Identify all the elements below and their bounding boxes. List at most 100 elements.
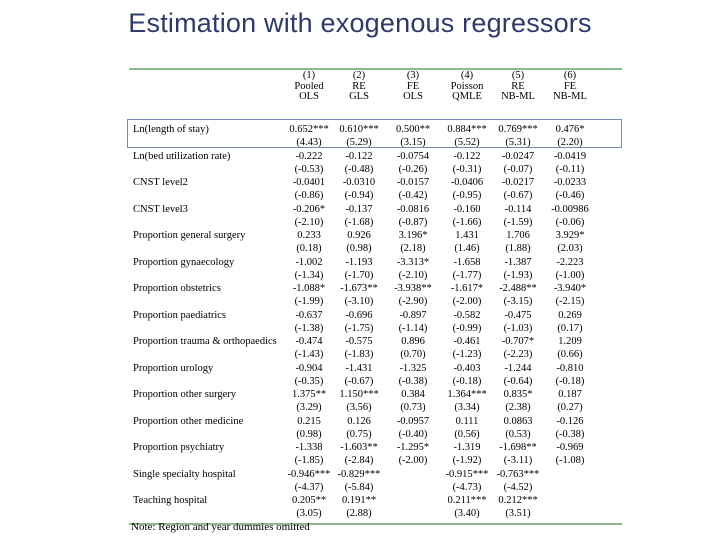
table-row: Proportion other surgery 1.375** 1.150*** 0… <box>129 388 622 401</box>
coefficient-cell: -0.904 <box>295 362 323 374</box>
column-header-num: (1) <box>302 70 316 81</box>
t-statistic-cell: (-1.14) <box>398 322 428 334</box>
table-row: Proportion general surgery 0.233 0.926 3.19… <box>129 229 622 242</box>
row-label: CNST level2 <box>133 177 188 188</box>
table-row-tstat: (-0.53) (-0.48) (-0.26) (-0.31) (-0.07) (-0.1… <box>129 163 622 176</box>
coefficient-cell: -1.431 <box>345 362 373 374</box>
t-statistic-cell: (-0.48) <box>344 163 374 175</box>
coefficient-cell: -0.160 <box>453 203 481 215</box>
t-statistic-cell: (3.51) <box>505 508 531 520</box>
coefficient-cell: 0.610*** <box>339 124 379 135</box>
coefficient-cell: 3.196* <box>398 230 428 241</box>
coefficient-cell: -0.00986 <box>551 203 589 215</box>
table-row: Proportion psychiatry -1.338 -1.603** -1.29… <box>129 441 622 454</box>
column-header-l1: FE <box>563 80 577 92</box>
t-statistic-cell: (-0.07) <box>503 163 533 175</box>
coefficient-cell: -0.946*** <box>287 468 331 480</box>
coefficient-cell: 0.233 <box>297 230 321 241</box>
t-statistic-cell: (-0.46) <box>555 190 585 202</box>
coefficient-cell: -0.575 <box>345 336 373 347</box>
table-row-tstat: (3.29) (3.56) (0.73) (3.34) (2.38) (0.27) <box>129 401 622 414</box>
column-header-l1: RE <box>511 80 525 92</box>
coefficient-cell: -1.603** <box>340 442 378 453</box>
row-label: Proportion paediatrics <box>133 309 227 321</box>
table-row-tstat: (-2.10) (-1.68) (-0.87) (-1.66) (-1.59) (-0.0… <box>129 216 622 229</box>
coefficient-cell: -3.938** <box>394 283 432 294</box>
t-statistic-cell: (-0.86) <box>294 190 324 202</box>
coefficient-cell: 0.896 <box>401 336 425 347</box>
coefficient-cell: -2.223 <box>556 256 584 268</box>
coefficient-cell: -0.897 <box>399 309 427 321</box>
coefficient-cell: -0.122 <box>453 150 481 162</box>
t-statistic-cell: (-1.68) <box>344 216 374 228</box>
coefficient-cell: -0.0419 <box>553 150 587 162</box>
table-row-tstat: (-0.35) (-0.67) (-0.38) (-0.18) (-0.64) (-0.1… <box>129 375 622 388</box>
t-statistic-cell: (0.56) <box>454 428 480 440</box>
table-row: CNST level2 -0.0401 -0.0310 -0.0157 -0.0406 -… <box>129 176 622 189</box>
t-statistic-cell: (-0.53) <box>294 163 324 175</box>
t-statistic-cell: (-0.64) <box>503 375 533 387</box>
coefficient-cell: 1.364*** <box>447 389 487 400</box>
t-statistic-cell: (-2.23) <box>503 349 533 361</box>
coefficient-cell: -1.673** <box>340 283 378 294</box>
coefficient-cell: -0.0754 <box>396 150 430 162</box>
t-statistic-cell: (-0.06) <box>555 216 585 228</box>
column-header-l2: QMLE <box>452 91 482 102</box>
column-header-l2: NB-ML <box>553 91 587 102</box>
t-statistic-cell: (-4.73) <box>452 481 482 493</box>
coefficient-cell: -0.582 <box>453 309 481 321</box>
t-statistic-cell: (-5.84) <box>344 481 374 493</box>
t-statistic-cell: (-1.23) <box>452 349 482 361</box>
coefficient-cell: -0.763*** <box>496 468 540 480</box>
coefficient-cell: -0.0310 <box>342 177 376 188</box>
t-statistic-cell: (1.88) <box>505 243 531 255</box>
row-label: Proportion obstetrics <box>133 283 221 294</box>
table-row: Proportion paediatrics -0.637 -0.696 -0.897… <box>129 309 622 322</box>
t-statistic-cell: (-1.92) <box>452 455 482 467</box>
t-statistic-cell: (2.20) <box>557 137 583 149</box>
t-statistic-cell: (-1.08) <box>555 455 585 467</box>
coefficient-cell: -0.0157 <box>396 177 430 188</box>
t-statistic-cell: (-1.93) <box>503 269 533 281</box>
t-statistic-cell: (0.27) <box>557 402 583 414</box>
t-statistic-cell: (-3.11) <box>503 455 533 467</box>
t-statistic-cell: (-1.66) <box>452 216 482 228</box>
table-row: CNST level3 -0.206* -0.137 -0.0816 -0.160 -0.… <box>129 203 622 216</box>
t-statistic-cell: (0.98) <box>296 428 322 440</box>
table-row-tstat: (-1.99) (-3.10) (-2.90) (-2.00) (-3.15) (-2.1… <box>129 295 622 308</box>
t-statistic-cell: (-2.00) <box>452 296 482 308</box>
t-statistic-cell: (1.46) <box>454 243 480 255</box>
t-statistic-cell: (0.75) <box>346 428 372 440</box>
t-statistic-cell: (-0.38) <box>555 428 585 440</box>
table-row: Proportion other medicine 0.215 0.126 -0.09… <box>129 415 622 428</box>
t-statistic-cell: (3.15) <box>400 137 426 149</box>
t-statistic-cell: (-2.90) <box>398 296 428 308</box>
t-statistic-cell: (-1.70) <box>344 269 374 281</box>
row-label: Single specialty hospital <box>133 468 236 480</box>
coefficient-cell: 0.0863 <box>503 415 533 427</box>
t-statistic-cell: (-2.00) <box>398 455 428 467</box>
coefficient-cell: 0.269 <box>558 309 582 321</box>
t-statistic-cell: (-0.99) <box>452 322 482 334</box>
t-statistic-cell: (-2.10) <box>294 216 324 228</box>
row-label: CNST level3 <box>133 203 188 215</box>
t-statistic-cell: (-0.67) <box>344 375 374 387</box>
row-label: Ln(bed utilization rate) <box>133 150 231 162</box>
coefficient-cell: 0.652*** <box>289 124 329 135</box>
column-header-l2: OLS <box>299 91 319 102</box>
coefficient-cell: 1.375** <box>291 389 327 400</box>
coefficient-cell: -0.707* <box>501 336 535 347</box>
table-row-tstat: (-1.34) (-1.70) (-2.10) (-1.77) (-1.93) (-1.0… <box>129 269 622 282</box>
coefficient-cell: 0.926 <box>347 230 371 241</box>
t-statistic-cell: (4.43) <box>296 137 322 149</box>
t-statistic-cell: (-0.31) <box>452 163 482 175</box>
t-statistic-cell: (3.40) <box>454 508 480 520</box>
coefficient-cell: 0.212*** <box>498 495 538 506</box>
column-header-1: (1) Pooled OLS <box>284 70 334 103</box>
column-header-l2: NB-ML <box>501 91 535 102</box>
coefficient-cell: -1.319 <box>453 442 481 453</box>
coefficient-cell: -0.403 <box>453 362 481 374</box>
table-row: Proportion gynaecology -1.002 -1.193 -3.313… <box>129 256 622 269</box>
coefficient-cell: -1.295* <box>396 442 430 453</box>
coefficient-cell: 1.706 <box>506 230 530 241</box>
